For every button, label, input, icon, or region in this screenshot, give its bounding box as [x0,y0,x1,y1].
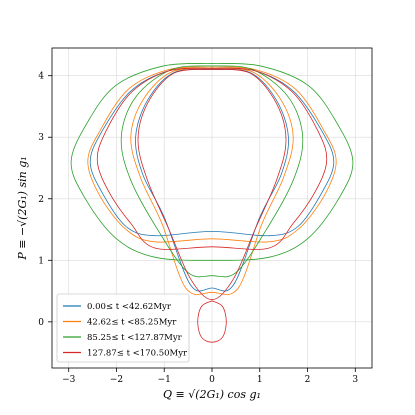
legend-box [56,293,190,363]
series-line-4 [197,300,227,343]
series-line-4 [96,67,328,250]
legend: 0.00≤ t <42.62Myr 42.62≤ t <85.25Myr 85.25… [56,293,190,363]
y-axis-label: P ≡ −√(2G₁) sin g₁ [16,156,29,260]
x-axis-label: Q ≡ √(2G₁) cos g₁ [163,388,261,401]
series-line-4 [137,69,287,301]
y-tick-label: 3 [38,133,44,143]
x-tick-label: −1 [158,375,171,385]
x-tick-label: −3 [62,375,76,385]
ticks: −3 −2 −1 0 1 2 3 0 1 2 3 4 [38,72,358,385]
y-tick-label: 4 [38,72,44,82]
y-tick-label: 2 [38,195,44,205]
legend-label: 127.87≤ t <170.50Myr [87,349,188,359]
y-tick-label: 1 [38,256,44,266]
y-tick-label: 0 [38,318,44,328]
legend-label: 42.62≤ t <85.25Myr [87,318,177,328]
series-line-2 [87,66,337,243]
series-line-1 [89,67,335,237]
series-line-3 [70,63,354,261]
legend-label: 85.25≤ t <127.87Myr [87,333,183,343]
series-layer [70,63,354,343]
series-line-2 [130,67,294,295]
x-tick-label: 1 [257,375,263,385]
series-line-1 [135,68,289,292]
series-line-3 [120,65,304,278]
x-tick-label: −2 [110,375,123,385]
x-tick-label: 2 [305,375,311,385]
x-tick-label: 3 [352,375,358,385]
legend-label: 0.00≤ t <42.62Myr [87,302,172,312]
x-tick-label: 0 [209,375,215,385]
